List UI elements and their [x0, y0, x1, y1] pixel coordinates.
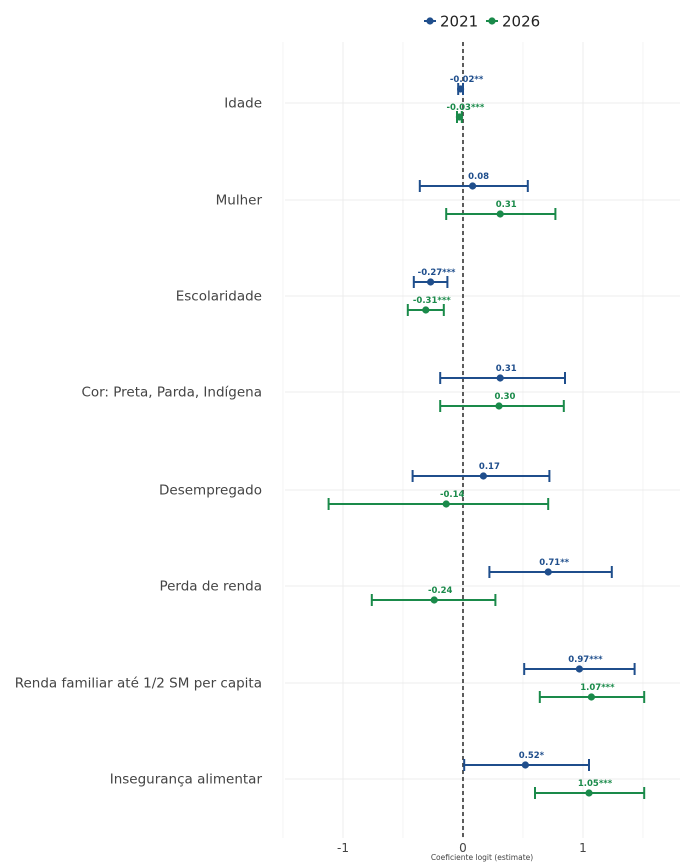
legend-label: 2021	[440, 13, 478, 31]
estimate-label: -0.03***	[446, 103, 484, 113]
estimate-point	[544, 568, 552, 576]
estimate-2026-4: -0.14	[327, 490, 550, 510]
category-label: Escolaridade	[176, 289, 262, 305]
estimate-2021-2: -0.27***	[412, 268, 456, 288]
estimate-point	[427, 278, 435, 286]
estimate-2026-3: 0.30	[439, 392, 565, 412]
estimate-label: 0.97***	[568, 655, 603, 665]
legend: 2021 2026	[424, 13, 540, 31]
estimate-label: -0.02**	[450, 75, 484, 85]
estimate-label: -0.27***	[418, 268, 456, 278]
legend-marker	[488, 17, 496, 25]
estimate-label: 1.07***	[580, 683, 615, 693]
x-tick-label: 0	[459, 841, 467, 855]
estimate-point	[587, 693, 596, 701]
x-tick-label: -1	[337, 841, 349, 855]
estimate-2021-6: 0.97***	[523, 655, 636, 675]
estimate-label: -0.31***	[413, 296, 451, 306]
category-label: Insegurança alimentar	[110, 772, 263, 788]
estimate-label: 0.71**	[539, 558, 569, 568]
error-bars: -0.02** 0.08 -0.27*** 0.31 0.17 0.71** 0.97***…	[327, 75, 646, 799]
estimate-2026-2: -0.31***	[406, 296, 451, 316]
estimate-label: 0.08	[468, 172, 489, 182]
estimate-2021-4: 0.17	[411, 462, 551, 482]
legend-marker	[426, 17, 434, 25]
category-label: Mulher	[216, 193, 263, 209]
category-label: Desempregado	[159, 483, 262, 499]
estimate-2026-0: -0.03***	[446, 103, 485, 123]
estimate-point	[457, 85, 465, 93]
estimate-point	[575, 665, 584, 673]
estimate-label: -0.24	[428, 586, 453, 596]
estimate-label: 0.52*	[519, 751, 545, 761]
estimate-2026-7: 1.05***	[534, 779, 646, 799]
estimate-label: 0.30	[495, 392, 516, 402]
estimate-2026-5: -0.24	[370, 586, 497, 606]
estimate-label: 0.31	[496, 200, 517, 210]
x-tick-labels: -1 0 1	[337, 841, 587, 855]
estimate-point	[469, 182, 477, 190]
estimate-point	[442, 500, 450, 508]
estimate-point	[496, 210, 504, 218]
estimate-2021-5: 0.71**	[488, 558, 613, 578]
estimate-point	[495, 402, 503, 410]
estimate-2021-3: 0.31	[439, 364, 566, 384]
gridlines	[282, 42, 680, 838]
category-label: Cor: Preta, Parda, Indígena	[81, 385, 262, 401]
legend-item-2026: 2026	[486, 13, 540, 31]
estimate-point	[455, 113, 463, 121]
estimate-2021-1: 0.08	[418, 172, 529, 192]
estimate-label: -0.14	[440, 490, 465, 500]
legend-item-2021: 2021	[424, 13, 478, 31]
estimate-point	[422, 306, 430, 314]
estimate-point	[479, 472, 487, 480]
category-labels: Idade Mulher Escolaridade Cor: Preta, Parda…	[15, 96, 263, 788]
estimate-point	[521, 761, 530, 769]
x-tick-label: 1	[579, 841, 587, 855]
estimate-label: 1.05***	[578, 779, 613, 789]
estimate-label: 0.31	[496, 364, 517, 374]
estimate-2026-6: 1.07***	[538, 683, 646, 703]
x-axis-title: Coeficiente logit (estimate)	[431, 853, 533, 862]
estimate-point	[585, 789, 593, 797]
legend-label: 2026	[502, 13, 540, 31]
category-label: Perda de renda	[159, 579, 262, 595]
estimate-point	[496, 374, 504, 382]
estimate-2026-1: 0.31	[445, 200, 557, 220]
estimate-2021-7: 0.52*	[463, 751, 590, 771]
estimate-label: 0.17	[479, 462, 500, 472]
estimate-point	[430, 596, 438, 604]
estimate-2021-0: -0.02**	[450, 75, 484, 95]
category-label: Renda familiar até 1/2 SM per capita	[15, 676, 262, 692]
category-label: Idade	[224, 96, 262, 112]
